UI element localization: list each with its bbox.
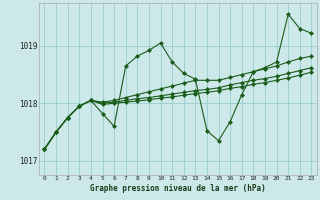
X-axis label: Graphe pression niveau de la mer (hPa): Graphe pression niveau de la mer (hPa) [90,184,266,193]
